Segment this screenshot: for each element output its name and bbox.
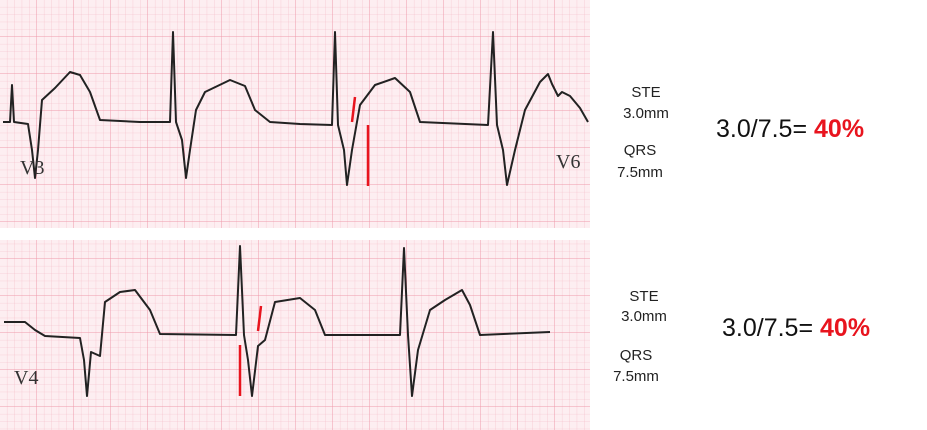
lead-label: V3 bbox=[20, 157, 44, 179]
strip-top: V3 V6 bbox=[0, 0, 590, 228]
qrs-value: 7.5mm bbox=[617, 164, 663, 181]
qrs-value: 7.5mm bbox=[613, 368, 659, 385]
lead-label: V6 bbox=[556, 151, 580, 173]
ecg-trace bbox=[4, 245, 551, 397]
ratio-result: 40% bbox=[820, 314, 870, 342]
qrs-label: QRS bbox=[620, 347, 653, 364]
ste-marker bbox=[350, 96, 357, 123]
ecg-trace bbox=[3, 31, 589, 186]
ste-label: STE bbox=[631, 84, 660, 101]
grid bbox=[0, 0, 590, 228]
strip-bottom: V4 bbox=[0, 240, 590, 430]
qrs-label: QRS bbox=[624, 142, 657, 159]
lead-label: V4 bbox=[14, 367, 38, 389]
ste-value: 3.0mm bbox=[621, 308, 667, 325]
annotations-bottom: STE 3.0mm QRS 7.5mm 3.0/7.5= 40% bbox=[613, 288, 870, 385]
annotations-top: STE 3.0mm QRS 7.5mm 3.0/7.5= 40% bbox=[617, 84, 864, 181]
ratio-result: 40% bbox=[814, 115, 864, 143]
ste-value: 3.0mm bbox=[623, 105, 669, 122]
ste-marker bbox=[256, 305, 263, 332]
ste-label: STE bbox=[629, 288, 658, 305]
ratio: 3.0/7.5= 40% bbox=[722, 314, 870, 342]
ratio: 3.0/7.5= 40% bbox=[716, 115, 864, 143]
ratio-formula: 3.0/7.5= bbox=[716, 115, 807, 143]
ratio-formula: 3.0/7.5= bbox=[722, 314, 813, 342]
